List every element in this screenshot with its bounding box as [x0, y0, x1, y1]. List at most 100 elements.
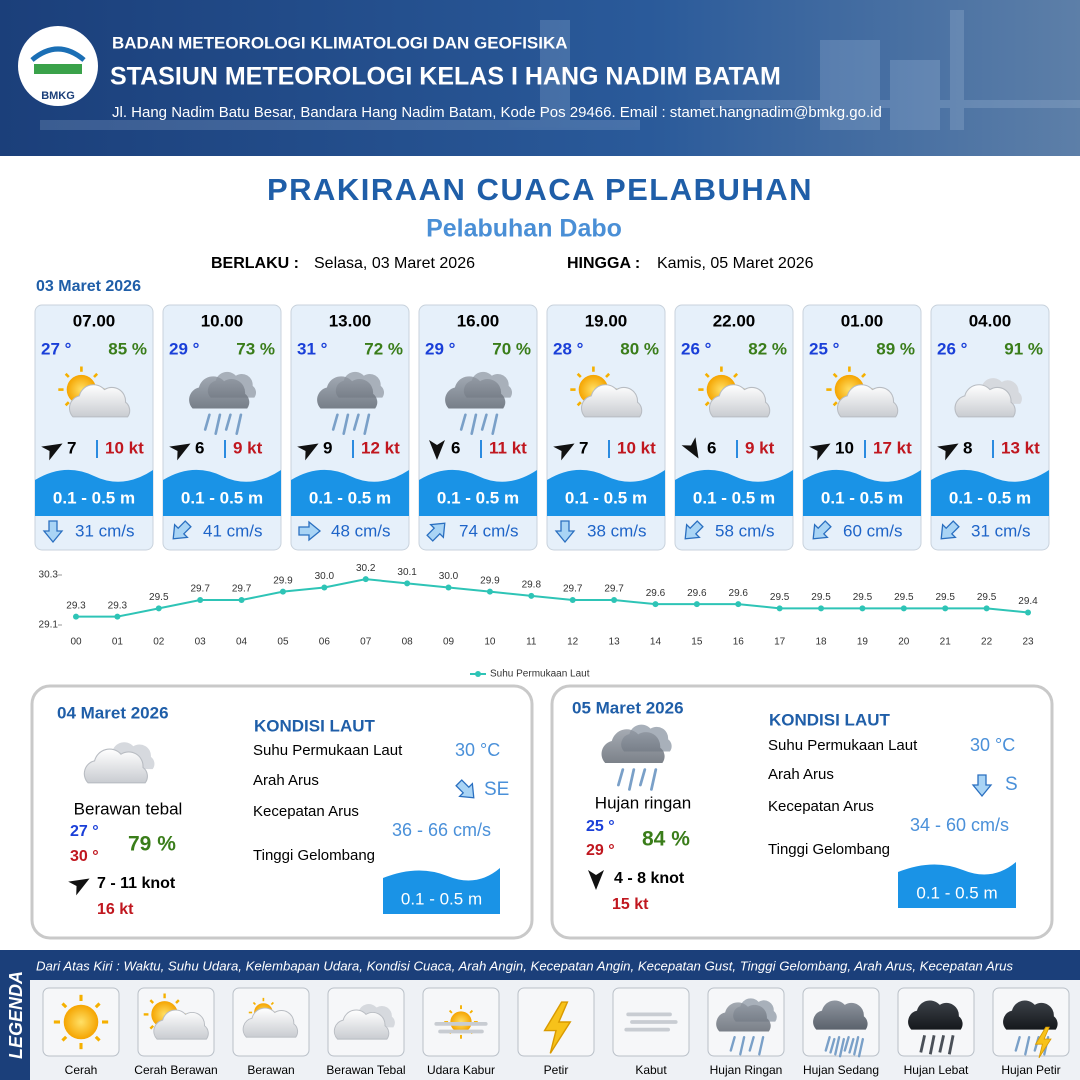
legend-items: Cerah Cerah Berawan Berawan Berawan Tebal Ud… [42, 987, 1070, 1077]
point [528, 592, 535, 599]
point [735, 601, 742, 608]
legend-item-label: Petir [544, 1063, 569, 1077]
point [652, 601, 659, 608]
data-label: 30.2 [356, 563, 376, 574]
condition: Hujan ringan [595, 793, 691, 812]
current-speed: 60 cm/s [843, 521, 903, 540]
header-scene [40, 10, 1080, 130]
sea-title: KONDISI LAUT [769, 710, 891, 729]
legend-description: Dari Atas Kiri : Waktu, Suhu Udara, Kele… [36, 958, 1013, 973]
x-tick-label: 00 [70, 637, 82, 648]
x-tick-label: 21 [940, 637, 952, 648]
point [197, 597, 204, 603]
legend-marker [475, 671, 481, 677]
wind-speed: 6 [195, 438, 204, 457]
date: 05 Maret 2026 [572, 698, 684, 717]
point [238, 597, 245, 603]
logo-arc [30, 46, 86, 62]
x-tick-label: 07 [360, 637, 372, 648]
point [279, 588, 286, 595]
data-label: 29.7 [604, 584, 624, 595]
point [776, 605, 783, 612]
wind-speed: 10 [835, 438, 854, 457]
day1-date: 03 Maret 2026 [36, 278, 141, 295]
time: 22.00 [713, 311, 756, 330]
temp-max: 29 ° [586, 842, 615, 859]
wave [803, 469, 921, 516]
wave-height: 0.1 - 0.5 m [949, 488, 1031, 507]
data-label: 29.5 [811, 592, 831, 603]
point [611, 597, 618, 603]
data-label: 29.7 [563, 584, 583, 595]
humidity: 70 % [492, 339, 531, 358]
x-tick-label: 03 [195, 637, 207, 648]
wave [931, 469, 1049, 516]
x-tick-label: 02 [153, 637, 165, 648]
legend-item-label: Cerah Berawan [134, 1063, 217, 1077]
x-tick-label: 16 [733, 637, 745, 648]
data-label: 29.7 [190, 584, 210, 595]
air-temp: 31 ° [297, 339, 328, 358]
subtitle: Pelabuhan Dabo [426, 215, 622, 243]
wave-height: 0.1 - 0.5 m [401, 889, 482, 908]
legend-item-label: Hujan Lebat [904, 1063, 969, 1077]
agency: BADAN METEOROLOGI KLIMATOLOGI DAN GEOFIS… [112, 33, 568, 52]
humidity: 80 % [620, 339, 659, 358]
data-label: 29.6 [729, 588, 749, 599]
data-label: 29.5 [853, 592, 873, 603]
data-label: 29.5 [935, 592, 955, 603]
x-tick-label: 18 [815, 637, 827, 648]
wave [419, 469, 537, 516]
legend-item-label: Berawan [247, 1063, 294, 1077]
wind-speed: 9 [323, 438, 332, 457]
time: 19.00 [585, 311, 628, 330]
time: 04.00 [969, 311, 1012, 330]
point [693, 601, 700, 608]
sea-title: KONDISI LAUT [254, 716, 376, 735]
time: 07.00 [73, 311, 116, 330]
date: 04 Maret 2026 [57, 703, 169, 722]
current-speed: 58 cm/s [715, 521, 775, 540]
current-speed: 41 cm/s [203, 521, 263, 540]
x-tick-label: 11 [526, 637, 537, 648]
gust: 16 kt [97, 901, 134, 918]
x-tick-label: 12 [567, 637, 579, 648]
data-label: 29.3 [108, 600, 128, 611]
wind-speed: 6 [451, 438, 460, 457]
point [404, 580, 411, 587]
humidity: 79 % [128, 833, 176, 856]
wave-height: 0.1 - 0.5 m [437, 488, 519, 507]
wave-height: 0.1 - 0.5 m [821, 488, 903, 507]
data-label: 29.5 [770, 592, 790, 603]
x-tick-label: 20 [898, 637, 910, 648]
point [445, 584, 452, 591]
current-speed: 74 cm/s [459, 521, 519, 540]
sea-label: Suhu Permukaan Laut [768, 737, 918, 754]
wind-speed: 7 [67, 438, 76, 457]
humidity: 84 % [642, 828, 690, 851]
x-tick-label: 08 [402, 637, 414, 648]
data-label: 29.7 [232, 584, 252, 595]
wave-height: 0.1 - 0.5 m [309, 488, 391, 507]
humidity: 85 % [108, 339, 147, 358]
x-tick-label: 15 [691, 637, 703, 648]
legend-title: LEGENDA [6, 971, 26, 1059]
point [1025, 609, 1031, 616]
point [818, 605, 825, 612]
current-speed: 36 - 66 cm/s [392, 820, 491, 840]
point [983, 605, 990, 612]
wave-height: 0.1 - 0.5 m [181, 488, 263, 507]
logo-band [34, 64, 82, 74]
valid-from-label: BERLAKU : [211, 255, 299, 272]
time: 10.00 [201, 311, 244, 330]
current-speed: 31 cm/s [75, 521, 135, 540]
valid-to: Kamis, 05 Maret 2026 [657, 255, 814, 272]
address: Jl. Hang Nadim Batu Besar, Bandara Hang … [112, 104, 882, 121]
point [486, 588, 493, 595]
humidity: 89 % [876, 339, 915, 358]
x-tick-label: 23 [1022, 637, 1034, 648]
current-speed: 38 cm/s [587, 521, 647, 540]
legend-label: Suhu Permukaan Laut [490, 669, 590, 680]
